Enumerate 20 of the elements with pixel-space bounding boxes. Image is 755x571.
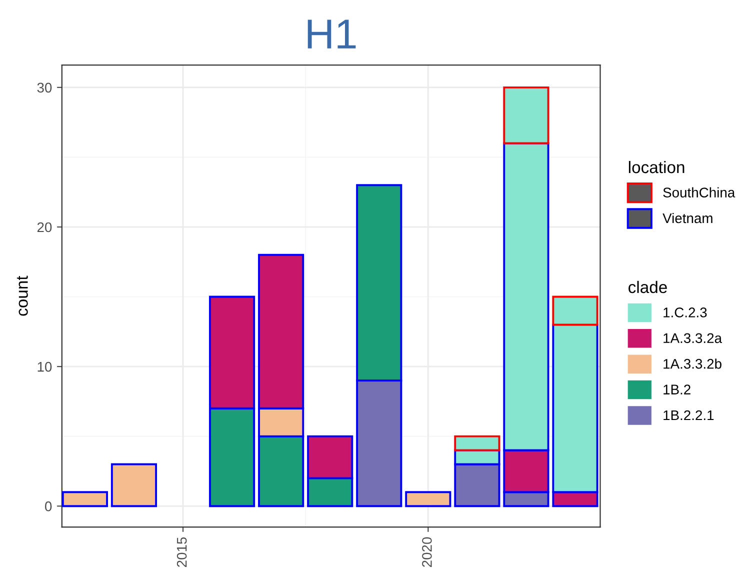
x-tick-label: 2015 [176,537,187,567]
legend-label: 1B.2 [664,384,690,394]
bar [405,491,452,508]
x-tick-label: 2020 [422,537,432,567]
bar [62,491,108,508]
chart-title: H1 [308,20,356,48]
y-tick-label: 20 [37,222,52,232]
legend-label: 1A.3.3.2b [664,358,722,369]
y-tick-label: 30 [37,82,52,93]
y-axis-title: count [16,276,28,316]
legend-label: 1B.2.2.1 [664,410,714,420]
legend-label: 1A.3.3.2a [664,333,722,344]
text: clade [628,280,667,294]
bar [110,463,158,508]
y-tick-label: 0 [45,501,52,512]
legend-label: Vietnam [662,212,712,224]
legend-label: 1.C.2.3 [664,308,707,318]
legend-label: SouthChina [663,187,736,198]
text: location [628,160,684,174]
y-tick-label: 10 [38,362,52,372]
